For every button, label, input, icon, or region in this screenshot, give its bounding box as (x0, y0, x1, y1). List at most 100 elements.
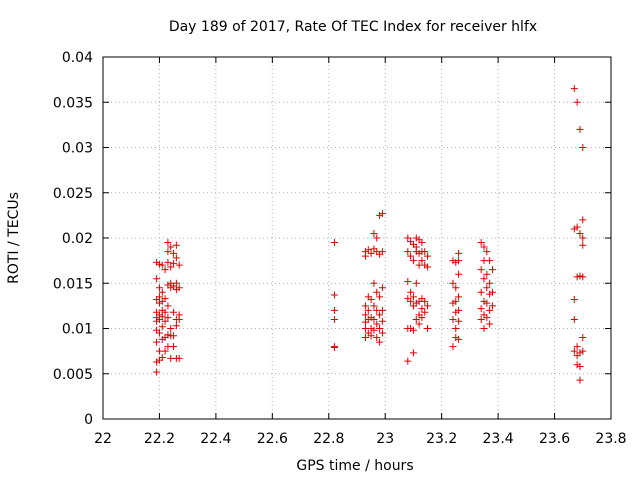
data-point (407, 297, 415, 305)
data-point (576, 376, 584, 384)
data-point (153, 368, 161, 376)
data-point (155, 284, 163, 292)
data-point (373, 320, 381, 328)
data-point (167, 263, 175, 271)
data-point (449, 279, 457, 287)
data-point (488, 302, 496, 310)
data-point (172, 241, 180, 249)
data-point (486, 320, 494, 328)
data-point (158, 261, 166, 269)
data-point (449, 343, 457, 351)
chart-title: Day 189 of 2017, Rate Of TEC Index for r… (169, 19, 537, 35)
data-point (175, 284, 183, 292)
data-point (573, 98, 581, 106)
plot-frame (102, 56, 612, 420)
y-tick-label: 0.04 (62, 50, 93, 66)
data-point (477, 305, 485, 313)
data-point (175, 354, 183, 362)
data-point (370, 302, 378, 310)
data-point (330, 315, 338, 323)
data-point (158, 313, 166, 321)
data-point (367, 332, 375, 340)
data-point (170, 308, 178, 316)
x-tick-label: 22 (94, 431, 112, 447)
data-point (170, 259, 178, 267)
data-point (483, 248, 491, 256)
data-point (570, 296, 578, 304)
data-point (367, 296, 375, 304)
data-point (407, 288, 415, 296)
x-tick-label: 22.4 (200, 431, 231, 447)
data-point (361, 252, 369, 260)
data-point (409, 257, 417, 265)
data-point (404, 277, 412, 285)
data-point (570, 315, 578, 323)
data-point (449, 315, 457, 323)
data-point (409, 349, 417, 357)
data-point (455, 270, 463, 278)
data-point (573, 343, 581, 351)
x-tick-label: 23.4 (483, 431, 514, 447)
data-point (455, 293, 463, 301)
data-point (378, 317, 386, 325)
data-point (404, 357, 412, 365)
data-point (409, 326, 417, 334)
data-point (421, 248, 429, 256)
data-point (170, 249, 178, 257)
data-point (370, 229, 378, 237)
data-point (455, 306, 463, 314)
y-tick-label: 0.035 (53, 95, 93, 111)
data-point (483, 284, 491, 292)
data-point (477, 266, 485, 274)
data-point (161, 295, 169, 303)
data-point (378, 306, 386, 314)
data-point (167, 243, 175, 251)
data-point (155, 329, 163, 337)
data-point (361, 302, 369, 310)
data-point (579, 334, 587, 342)
data-point (480, 325, 488, 332)
data-point (407, 252, 415, 260)
data-point (480, 243, 488, 251)
data-point (576, 125, 584, 133)
data-point (418, 314, 426, 322)
y-tick-label: 0.02 (62, 231, 93, 247)
data-point (361, 311, 369, 319)
x-tick-label: 23 (376, 431, 394, 447)
data-point (579, 273, 587, 281)
data-point (175, 315, 183, 323)
data-point (158, 288, 166, 296)
y-tick-label: 0.03 (62, 141, 93, 157)
data-point (330, 239, 338, 247)
y-tick-label: 0.01 (62, 322, 93, 338)
data-point (330, 344, 338, 352)
data-point (376, 325, 384, 332)
data-point (330, 306, 338, 314)
data-point (424, 263, 432, 271)
data-point (330, 291, 338, 299)
data-point (172, 254, 180, 262)
x-tick-label: 22.2 (144, 431, 175, 447)
data-point (158, 323, 166, 331)
y-tick-labels: 0 0.005 0.01 0.015 0.02 0.025 0.03 0.035 0.04 (53, 50, 93, 428)
data-point (570, 85, 578, 93)
data-point (579, 347, 587, 355)
data-point (172, 322, 180, 330)
data-point (161, 347, 169, 355)
data-point (488, 288, 496, 296)
data-point (483, 270, 491, 278)
data-point (576, 363, 584, 371)
data-point (488, 266, 496, 274)
data-point (424, 325, 432, 332)
data-point (378, 248, 386, 256)
data-point (480, 275, 488, 283)
data-point (170, 332, 178, 340)
data-point (167, 325, 175, 332)
data-point (378, 329, 386, 337)
data-point (573, 223, 581, 231)
data-point (412, 279, 420, 287)
data-point (421, 297, 429, 305)
data-point (378, 210, 386, 218)
data-point (164, 314, 172, 322)
